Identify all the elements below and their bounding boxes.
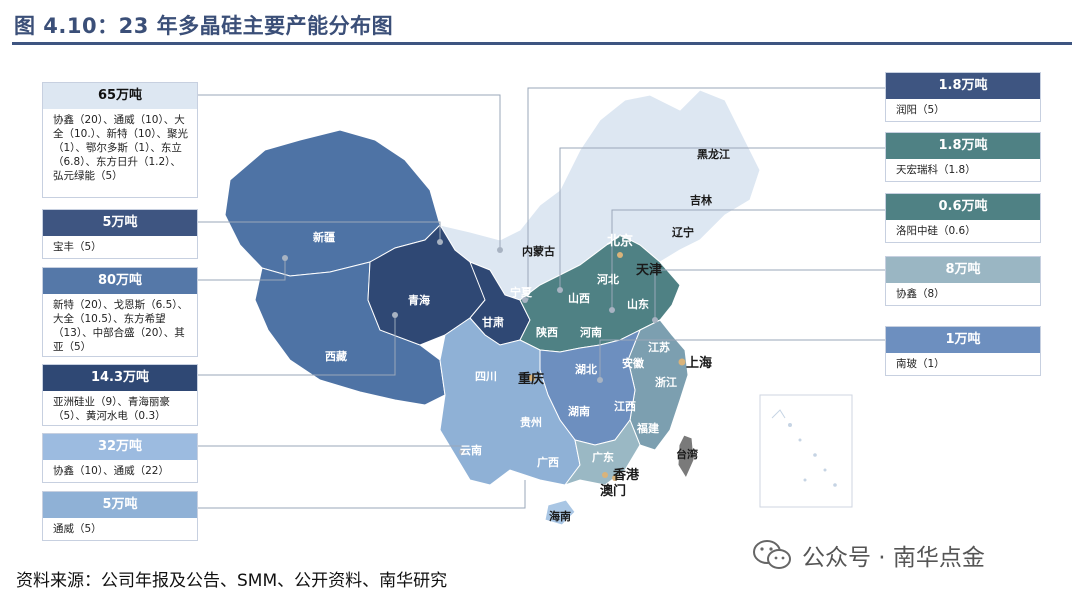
capacity-value: 5万吨 bbox=[43, 492, 197, 518]
capacity-box-sichuan: 32万吨 协鑫（10）、通威（22） bbox=[42, 433, 198, 483]
capacity-box-xinjiang: 80万吨 新特（20）、戈恩斯（6.5）、大全（10.5）、东方希望（13）、中… bbox=[42, 267, 198, 357]
label-gansu: 甘肃 bbox=[482, 315, 504, 329]
capacity-detail: 宝丰（5） bbox=[53, 241, 102, 253]
label-ningxia: 宁夏 bbox=[510, 285, 533, 299]
title-rule bbox=[12, 42, 1072, 45]
label-hunan: 湖南 bbox=[568, 404, 590, 418]
capacity-box-hubei: 1万吨 南玻（1） bbox=[885, 326, 1041, 376]
capacity-detail: 南玻（1） bbox=[896, 358, 945, 370]
label-jilin: 吉林 bbox=[690, 193, 712, 207]
capacity-detail: 协鑫（20）、通威（10）、大全（10.）、新特（10）、聚光（1）、鄂尔多斯（… bbox=[53, 114, 189, 182]
label-liaoning: 辽宁 bbox=[672, 225, 694, 239]
label-guangdong: 广东 bbox=[592, 450, 614, 464]
leader-lines-right bbox=[527, 87, 885, 380]
capacity-detail: 洛阳中硅（0.6） bbox=[896, 225, 976, 237]
label-neimenggu: 内蒙古 bbox=[522, 244, 555, 258]
label-shaanxi: 陕西 bbox=[536, 325, 558, 339]
capacity-detail: 通威（5） bbox=[53, 523, 102, 535]
label-hongkong: 香港 bbox=[612, 467, 640, 483]
capacity-detail: 润阳（5） bbox=[896, 104, 945, 116]
label-shanxi: 山西 bbox=[568, 291, 590, 305]
label-jiangxi: 江西 bbox=[614, 399, 636, 413]
city-markers bbox=[528, 252, 686, 481]
capacity-value: 5万吨 bbox=[43, 210, 197, 236]
label-heilongjiang: 黑龙江 bbox=[697, 147, 730, 161]
label-xinjiang: 新疆 bbox=[313, 230, 335, 244]
capacity-detail: 亚洲硅业（9）、青海丽豪（5）、黄河水电（0.3） bbox=[53, 396, 170, 422]
capacity-value: 80万吨 bbox=[43, 268, 197, 294]
region-hainan bbox=[544, 499, 576, 526]
capacity-detail: 天宏瑞科（1.8） bbox=[896, 164, 976, 176]
label-beijing: 北京 bbox=[607, 233, 633, 249]
label-anhui: 安徽 bbox=[622, 356, 645, 370]
capacity-box-shaanxi: 1.8万吨 天宏瑞科（1.8） bbox=[885, 132, 1041, 182]
capacity-value: 1万吨 bbox=[886, 327, 1040, 353]
label-macau: 澳门 bbox=[600, 483, 626, 499]
label-jiangsu: 江苏 bbox=[648, 340, 670, 354]
label-shandong: 山东 bbox=[627, 297, 649, 311]
capacity-box-neimenggu: 65万吨 协鑫（20）、通威（10）、大全（10.）、新特（10）、聚光（1）、… bbox=[42, 82, 198, 198]
label-guangxi: 广西 bbox=[537, 455, 559, 469]
capacity-value: 32万吨 bbox=[43, 434, 197, 460]
label-qinghai: 青海 bbox=[408, 293, 430, 307]
label-hebei: 河北 bbox=[597, 272, 619, 286]
capacity-box-henan: 0.6万吨 洛阳中硅（0.6） bbox=[885, 193, 1041, 243]
capacity-markers bbox=[282, 239, 658, 455]
capacity-value: 14.3万吨 bbox=[43, 365, 197, 391]
label-sichuan: 四川 bbox=[475, 370, 497, 383]
region-taiwan bbox=[677, 434, 695, 480]
capacity-detail: 新特（20）、戈恩斯（6.5）、大全（10.5）、东方希望（13）、中部合盛（2… bbox=[53, 299, 189, 353]
label-fujian: 福建 bbox=[636, 421, 660, 435]
capacity-box-inner-mongolia-east: 1.8万吨 润阳（5） bbox=[885, 72, 1041, 122]
capacity-detail: 协鑫（10）、通威（22） bbox=[53, 465, 169, 477]
watermark: 公众号 · 南华点金 bbox=[752, 538, 985, 572]
capacity-box-yunnan: 5万吨 通威（5） bbox=[42, 491, 198, 541]
wechat-icon bbox=[753, 540, 791, 569]
capacity-value: 1.8万吨 bbox=[886, 133, 1040, 159]
capacity-box-ningxia: 5万吨 宝丰（5） bbox=[42, 209, 198, 259]
figure-title: 图 4.10：23 年多晶硅主要产能分布图 bbox=[14, 14, 394, 38]
label-hubei: 湖北 bbox=[575, 362, 597, 376]
label-hainan: 海南 bbox=[549, 509, 571, 523]
capacity-box-qinghai: 14.3万吨 亚洲硅业（9）、青海丽豪（5）、黄河水电（0.3） bbox=[42, 364, 198, 426]
source-note: 资料来源：公司年报及公告、SMM、公开资料、南华研究 bbox=[16, 571, 448, 591]
capacity-value: 1.8万吨 bbox=[886, 73, 1040, 99]
label-chongqing: 重庆 bbox=[518, 371, 544, 387]
label-xizang: 西藏 bbox=[325, 349, 347, 363]
label-tianjin: 天津 bbox=[636, 262, 662, 278]
capacity-detail: 协鑫（8） bbox=[896, 288, 945, 300]
label-zhejiang: 浙江 bbox=[655, 375, 677, 389]
capacity-value: 8万吨 bbox=[886, 257, 1040, 283]
watermark-text: 公众号 · 南华点金 bbox=[802, 545, 985, 571]
capacity-value: 65万吨 bbox=[43, 83, 197, 109]
capacity-value: 0.6万吨 bbox=[886, 194, 1040, 220]
capacity-box-jiangsu: 8万吨 协鑫（8） bbox=[885, 256, 1041, 306]
leader-lines-left bbox=[198, 94, 526, 509]
label-henan: 河南 bbox=[580, 325, 602, 339]
label-shanghai: 上海 bbox=[686, 355, 712, 371]
south-sea-inset bbox=[759, 394, 853, 508]
label-taiwan: 台湾 bbox=[676, 447, 698, 461]
label-yunnan: 云南 bbox=[460, 443, 482, 457]
region-guangdong bbox=[563, 418, 641, 486]
label-guizhou: 贵州 bbox=[520, 415, 542, 429]
south-sea-islands bbox=[771, 409, 837, 487]
